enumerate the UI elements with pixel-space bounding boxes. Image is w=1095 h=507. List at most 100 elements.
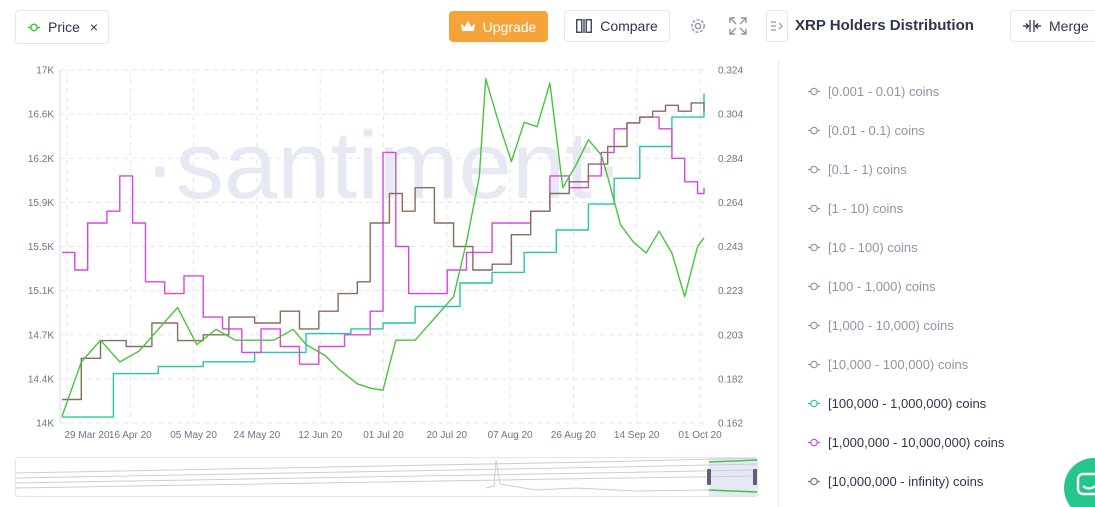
x-tick-label: 26 Aug 20 — [551, 430, 596, 441]
metric-item-10000000-infinity[interactable]: [10,000,000 - infinity) coins — [808, 462, 1004, 501]
x-tick-label: 01 Oct 20 — [678, 430, 722, 441]
metric-item-1-10[interactable]: [1 - 10) coins — [808, 189, 1004, 228]
metric-item-label: [10,000 - 100,000) coins — [828, 357, 969, 372]
y-right-tick-label: 0.324 — [718, 66, 743, 77]
series-line-price — [61, 78, 705, 417]
x-tick-label: 07 Aug 20 — [488, 430, 533, 441]
line-marker-icon — [808, 126, 820, 135]
metric-item-100-1000[interactable]: [100 - 1,000) coins — [808, 267, 1004, 306]
price-metric-chip[interactable]: Price × — [15, 10, 109, 44]
metric-item-0-001-0-01[interactable]: [0.001 - 0.01) coins — [808, 72, 1004, 111]
y-right-tick-label: 0.182 — [718, 374, 743, 385]
line-marker-icon — [28, 23, 40, 31]
x-tick-label: 20 Jul 20 — [427, 430, 468, 441]
metric-item-label: [1,000,000 - 10,000,000) coins — [828, 435, 1005, 450]
navigator-price-segment — [708, 489, 757, 493]
y-left-tick-label: 14.7K — [28, 330, 54, 341]
metric-item-label: [0.01 - 0.1) coins — [828, 123, 925, 138]
series-line-100k-1m — [62, 93, 705, 418]
navigator-series-line — [16, 458, 757, 474]
collapse-sidebar-icon — [771, 21, 783, 31]
y-right-tick-label: 0.203 — [718, 330, 743, 341]
upgrade-label: Upgrade — [482, 18, 537, 35]
compare-icon — [576, 19, 593, 33]
line-marker-icon — [808, 282, 820, 291]
x-tick-label: 05 May 20 — [170, 430, 217, 441]
x-tick-label: 01 Jul 20 — [363, 430, 404, 441]
navigator-price-segment — [708, 459, 757, 463]
y-right-tick-label: 0.264 — [718, 198, 743, 209]
line-marker-icon — [808, 243, 820, 252]
metric-item-label: [10,000,000 - infinity) coins — [828, 474, 984, 489]
x-tick-label: 14 Sep 20 — [614, 430, 660, 441]
remove-metric-icon[interactable]: × — [89, 19, 99, 35]
metric-item-label: [1 - 10) coins — [828, 201, 904, 216]
y-left-tick-label: 15.9K — [28, 198, 54, 209]
chat-icon — [1076, 472, 1095, 496]
holders-distribution-chart[interactable]: ·santiment· 17K 0.324 16.6K 0.304 16.2K 0.284 1… — [0, 60, 770, 450]
merge-label: Merge — [1049, 18, 1089, 34]
price-chip-label: Price — [48, 19, 80, 35]
compare-label: Compare — [600, 18, 658, 34]
x-tick-label: 29 Mar 20 — [64, 430, 109, 441]
metric-item-10000-100000[interactable]: [10,000 - 100,000) coins — [808, 345, 1004, 384]
metric-item-1000000-10000000[interactable]: [1,000,000 - 10,000,000) coins — [808, 423, 1004, 462]
merge-icon — [1023, 20, 1041, 32]
sidebar-collapse-button[interactable] — [766, 10, 788, 42]
crown-icon — [460, 21, 475, 31]
navigator-overview[interactable] — [16, 458, 757, 496]
x-tick-label: 12 Jun 20 — [298, 430, 342, 441]
line-marker-icon — [808, 438, 820, 447]
navigator-right-handle[interactable] — [753, 469, 757, 485]
metric-item-label: [10 - 100) coins — [828, 240, 918, 255]
y-right-tick-label: 0.243 — [718, 242, 743, 253]
x-tick-label: 16 Apr 20 — [109, 430, 152, 441]
metric-item-1000-10000[interactable]: [1,000 - 10,000) coins — [808, 306, 1004, 345]
y-right-tick-label: 0.223 — [718, 286, 743, 297]
metric-item-label: [0.001 - 0.01) coins — [828, 84, 940, 99]
y-right-tick-label: 0.284 — [718, 154, 743, 165]
metric-item-label: [0.1 - 1) coins — [828, 162, 907, 177]
line-marker-icon — [808, 204, 820, 213]
metric-item-0-01-0-1[interactable]: [0.01 - 0.1) coins — [808, 111, 1004, 150]
y-left-tick-label: 15.1K — [28, 286, 54, 297]
line-marker-icon — [808, 360, 820, 369]
metric-item-100000-1000000[interactable]: [100,000 - 1,000,000) coins — [808, 384, 1004, 423]
y-left-tick-label: 16.6K — [28, 110, 54, 121]
line-marker-icon — [808, 477, 820, 486]
date-range-navigator[interactable] — [15, 457, 758, 497]
y-left-tick-label: 14K — [36, 419, 54, 430]
metric-item-label: [1,000 - 10,000) coins — [828, 318, 954, 333]
metric-item-label: [100 - 1,000) coins — [828, 279, 936, 294]
navigator-series-line — [16, 475, 757, 489]
chart-watermark: ·santiment· — [144, 112, 624, 219]
line-marker-icon — [808, 87, 820, 96]
fullscreen-icon[interactable] — [727, 15, 749, 37]
metric-item-0-1-1[interactable]: [0.1 - 1) coins — [808, 150, 1004, 189]
navigator-series-line — [16, 469, 757, 484]
sidebar-divider — [778, 60, 779, 507]
y-right-tick-label: 0.162 — [718, 419, 743, 430]
y-left-tick-label: 14.4K — [28, 374, 54, 385]
metric-item-label: [100,000 - 1,000,000) coins — [828, 396, 987, 411]
y-left-tick-label: 16.2K — [28, 154, 54, 165]
y-left-tick-label: 17K — [36, 66, 54, 77]
chat-support-button[interactable] — [1064, 458, 1095, 507]
navigator-left-handle[interactable] — [707, 469, 711, 485]
upgrade-button[interactable]: Upgrade — [449, 11, 548, 42]
y-left-tick-label: 15.5K — [28, 242, 54, 253]
holders-metric-list: [0.001 - 0.01) coins [0.01 - 0.1) coins … — [808, 72, 1004, 501]
sidebar-title: XRP Holders Distribution — [795, 17, 974, 34]
compare-button[interactable]: Compare — [564, 10, 670, 42]
line-marker-icon — [808, 399, 820, 408]
x-tick-label: 24 May 20 — [234, 430, 281, 441]
y-right-tick-label: 0.304 — [718, 110, 743, 121]
line-marker-icon — [808, 321, 820, 330]
line-marker-icon — [808, 165, 820, 174]
navigator-series-line — [16, 463, 757, 479]
settings-icon[interactable] — [687, 15, 709, 37]
merge-button[interactable]: Merge — [1010, 10, 1095, 42]
navigator-price-line — [485, 459, 757, 493]
metric-item-10-100[interactable]: [10 - 100) coins — [808, 228, 1004, 267]
